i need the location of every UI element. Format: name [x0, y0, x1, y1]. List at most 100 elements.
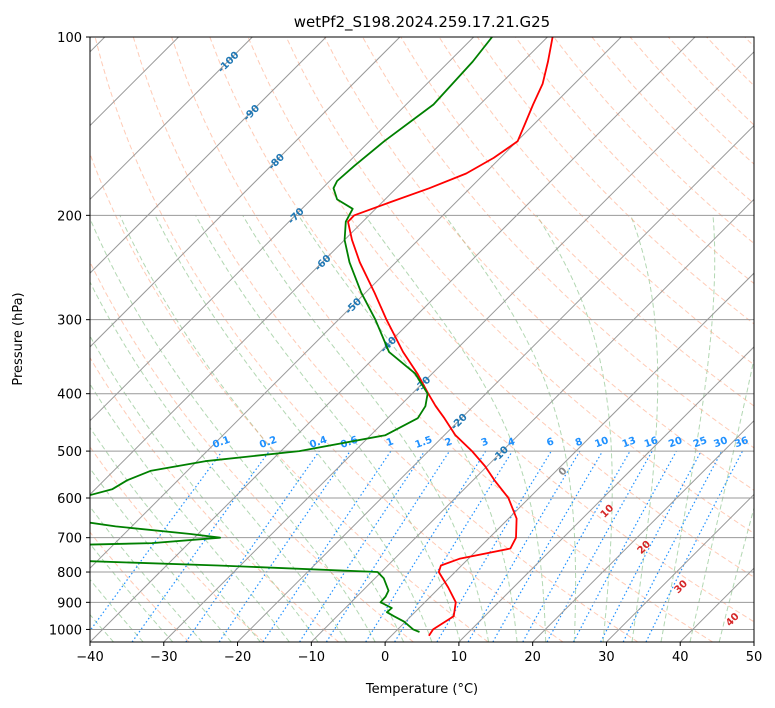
moist-adiabat: [444, 215, 577, 642]
moist-adiabat: [90, 280, 348, 642]
x-tick-label: −30: [150, 650, 177, 665]
mixing-ratio-line: [522, 450, 631, 642]
y-tick-label: 500: [57, 445, 82, 460]
mixing-ratio-label: 25: [692, 435, 709, 450]
x-tick-label: 40: [672, 650, 689, 665]
mixing-ratio-line: [90, 450, 223, 632]
mixing-ratio-lines: [90, 450, 744, 642]
mixing-ratio-line: [572, 450, 677, 642]
x-tick-label: 30: [598, 650, 615, 665]
mixing-ratio-line: [218, 450, 351, 642]
dry-adiabat: [323, 37, 754, 491]
profile-series: [90, 37, 554, 637]
isotherm: [384, 272, 754, 642]
x-axis-ticks: −40 −30 −20 −10 0 10 20 30 40 50: [76, 642, 762, 665]
dry-adiabat: [362, 37, 754, 449]
x-tick-label: 10: [451, 650, 468, 665]
dry-adiabat: [90, 356, 339, 642]
mixing-ratio-line: [131, 450, 270, 642]
plot-area: 0.1 0.2 0.4 0.6 1 1.5 2 3 4 6 8 10 13 16 20 25 30 36-100-…: [90, 37, 754, 642]
moist-adiabat: [298, 215, 518, 642]
x-tick-label: 20: [524, 650, 541, 665]
moist-adiabat: [689, 356, 754, 642]
moist-adiabat: [90, 335, 319, 642]
isotherm: [237, 124, 754, 642]
moist-adiabat: [718, 505, 754, 642]
chart-title: wetPf2_S198.2024.259.17.21.G25: [294, 13, 550, 32]
y-tick-label: 600: [57, 492, 82, 507]
skewed-isotherms: [90, 37, 754, 642]
moist-adiabat: [195, 215, 461, 642]
mixing-ratio-label: 4: [506, 436, 516, 449]
isotherm: [90, 37, 475, 422]
isotherm: [532, 419, 754, 642]
isotherm: [458, 346, 754, 642]
dry-adiabat: [90, 152, 489, 642]
dry-adiabats: [90, 37, 754, 642]
isotherm: [310, 198, 754, 642]
moist-adiabat: [660, 215, 716, 642]
isotherm: [163, 51, 754, 642]
mixing-ratio-line: [645, 450, 744, 642]
mixing-ratio-line: [299, 450, 426, 642]
moist-adiabat: [119, 215, 405, 642]
mixing-ratio-label: 6: [545, 436, 555, 449]
x-tick-label: −40: [76, 650, 103, 665]
moist-adiabat: [90, 217, 376, 642]
y-axis-ticks: 100 200 300 400 500 600 700 800 900 1000: [49, 31, 90, 638]
y-axis-label: Pressure (hPa): [11, 292, 26, 385]
y-tick-label: 200: [57, 209, 82, 224]
y-tick-label: 1000: [49, 623, 82, 638]
moist-adiabat: [242, 215, 490, 642]
mixing-ratio-line: [262, 450, 392, 642]
dry-adiabat: [132, 37, 639, 642]
y-tick-label: 400: [57, 388, 82, 403]
y-tick-label: 900: [57, 596, 82, 611]
isotherm: [90, 37, 253, 201]
moist-adiabat: [90, 383, 290, 642]
mixing-ratio-label: 3: [480, 436, 490, 449]
dry-adiabat: [90, 446, 265, 642]
y-tick-label: 300: [57, 314, 82, 329]
isotherm: [90, 37, 548, 496]
dry-adiabat: [515, 37, 754, 285]
dry-adiabat: [171, 37, 713, 642]
plot-frame: [89, 36, 755, 643]
x-tick-label: 50: [746, 650, 763, 665]
isobars: [90, 37, 754, 630]
y-tick-label: 100: [57, 31, 82, 46]
moist-adiabat: [90, 467, 232, 642]
isotherm: [90, 37, 327, 274]
dry-adiabat: [209, 37, 754, 623]
isotherm: [90, 37, 622, 569]
mixing-ratio-label: 8: [574, 436, 584, 449]
mixing-ratio-line: [185, 450, 320, 642]
mixing-ratio-label: 13: [621, 435, 638, 450]
moist-adiabats: [90, 215, 754, 642]
x-axis-label: Temperature (°C): [365, 682, 478, 697]
mixing-ratio-line: [325, 450, 450, 642]
mixing-ratio-label: 16: [643, 435, 660, 450]
moist-adiabat: [154, 215, 433, 642]
mixing-ratio-line: [394, 450, 513, 642]
mixing-ratio-label: 1: [385, 436, 395, 449]
mixing-ratio-label: 2: [443, 436, 453, 449]
dewpoint-line: [90, 37, 493, 633]
moist-adiabat: [536, 215, 613, 642]
mixing-ratio-label: 10: [593, 435, 610, 450]
isotherm: [90, 37, 401, 348]
isotherm: [606, 493, 754, 642]
dry-adiabat: [438, 37, 754, 366]
y-tick-label: 800: [57, 566, 82, 581]
y-tick-label: 700: [57, 532, 82, 547]
dry-adiabat: [94, 37, 564, 642]
x-tick-label: −10: [298, 650, 325, 665]
dry-adiabat: [90, 531, 190, 642]
x-tick-label: 0: [381, 650, 389, 665]
mixing-ratio-label: 36: [733, 435, 750, 450]
moist-adiabat: [364, 215, 547, 642]
moist-adiabat: [90, 426, 261, 642]
mixing-ratio-label: 30: [712, 435, 729, 450]
mixing-ratio-label: 20: [667, 435, 684, 450]
